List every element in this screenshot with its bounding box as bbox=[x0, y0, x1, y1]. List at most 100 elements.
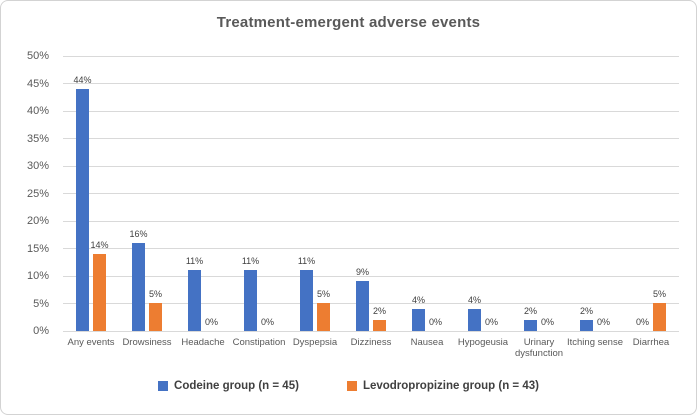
gridline bbox=[63, 330, 679, 332]
bar-value-label: 5% bbox=[316, 289, 331, 299]
legend: Codeine group (n = 45) Levodropropizine … bbox=[1, 380, 696, 392]
category-group: 11% 0% bbox=[175, 56, 231, 331]
y-tick-label: 40% bbox=[26, 105, 49, 117]
bar bbox=[93, 254, 106, 331]
gridline bbox=[63, 275, 679, 277]
x-category-label: Drowsiness bbox=[122, 337, 172, 348]
bar bbox=[300, 270, 313, 331]
bar-slot: 14% bbox=[90, 56, 109, 331]
bar-value-label: 11% bbox=[297, 256, 316, 266]
x-category-label: Urinary dysfunction bbox=[514, 337, 564, 360]
bar-slot: 0% bbox=[485, 56, 498, 331]
y-tick-label: 50% bbox=[26, 50, 49, 62]
chart-title: Treatment-emergent adverse events bbox=[216, 14, 481, 31]
x-category-label: Itching sense bbox=[567, 337, 623, 348]
bar bbox=[356, 281, 369, 331]
category-group: 2% 0% bbox=[567, 56, 623, 331]
bar-slot: 44% bbox=[73, 56, 92, 331]
bar-slot: 11% bbox=[241, 56, 260, 331]
bar bbox=[580, 320, 593, 331]
x-category-label: Constipation bbox=[232, 337, 286, 348]
x-category-label: Hypogeusia bbox=[457, 337, 509, 348]
bar-value-label: 0% bbox=[540, 317, 555, 327]
bar-slot: 5% bbox=[317, 56, 330, 331]
bar bbox=[132, 243, 145, 331]
category-group: 0% 5% bbox=[623, 56, 679, 331]
gridline bbox=[63, 303, 679, 304]
y-tick-label: 15% bbox=[26, 242, 49, 255]
x-category-label: Any events bbox=[67, 337, 115, 348]
gridline bbox=[63, 193, 679, 194]
bar-value-label: 0% bbox=[635, 317, 650, 327]
category-group: 9% 2% bbox=[343, 56, 399, 331]
legend-swatch-levodropropizine-icon bbox=[346, 381, 357, 391]
bar-slot: 11% bbox=[297, 56, 316, 331]
gridline bbox=[63, 248, 679, 249]
y-tick-label: 10% bbox=[26, 270, 49, 282]
legend-item-codeine-group: Codeine group (n = 45) bbox=[158, 380, 299, 392]
bar-value-label: 16% bbox=[129, 229, 148, 239]
bar-slot: 4% bbox=[412, 56, 425, 331]
bar-slot: 5% bbox=[653, 56, 666, 331]
bar-slot: 0% bbox=[429, 56, 442, 331]
gridline bbox=[63, 110, 679, 112]
category-group: 4% 0% bbox=[399, 56, 455, 331]
plot-area: 44% 14% 16% 5% 11% 0% 11% 0% 11% 5% 9% 2% 4% 0% 4% 0% 2%… bbox=[63, 55, 679, 332]
gridline bbox=[63, 165, 679, 167]
bar bbox=[373, 320, 386, 331]
legend-label-codeine-group: Codeine group (n = 45) bbox=[174, 380, 299, 392]
bar bbox=[149, 303, 162, 331]
legend-swatch-codeine-icon bbox=[158, 381, 169, 391]
legend-label-levodropropizine-group: Levodropropizine group (n = 43) bbox=[362, 380, 539, 392]
bar-slot: 0% bbox=[261, 56, 274, 331]
bar-value-label: 44% bbox=[73, 75, 92, 85]
x-category-label: Nausea bbox=[410, 337, 444, 348]
x-axis: Any events Drowsiness Headache Constipation… bbox=[63, 337, 679, 367]
legend-item-levodropropizine-group: Levodropropizine group (n = 43) bbox=[346, 380, 539, 392]
y-tick-label: 30% bbox=[26, 160, 49, 172]
x-category-label: Dyspepsia bbox=[292, 337, 338, 348]
bar-slot: 2% bbox=[373, 56, 386, 331]
bar-value-label: 5% bbox=[148, 289, 163, 299]
bar bbox=[653, 303, 666, 331]
y-tick-label: 25% bbox=[26, 187, 49, 200]
bar bbox=[524, 320, 537, 331]
x-category-label: Headache bbox=[181, 337, 225, 348]
bar-value-label: 2% bbox=[523, 306, 538, 316]
gridline bbox=[63, 83, 679, 84]
x-category-label: Dizziness bbox=[350, 337, 392, 348]
bar-slot: 16% bbox=[129, 56, 148, 331]
bar bbox=[76, 89, 89, 331]
y-tick-label: 45% bbox=[26, 77, 49, 90]
bar-slot: 11% bbox=[185, 56, 204, 331]
bar-value-label: 0% bbox=[484, 317, 499, 327]
bar bbox=[412, 309, 425, 331]
category-group: 2% 0% bbox=[511, 56, 567, 331]
bar-value-label: 2% bbox=[372, 306, 387, 316]
bar-value-label: 5% bbox=[652, 289, 667, 299]
bar-value-label: 0% bbox=[260, 317, 275, 327]
bar-slot: 2% bbox=[580, 56, 593, 331]
bar-value-label: 11% bbox=[185, 256, 204, 266]
category-group: 4% 0% bbox=[455, 56, 511, 331]
y-tick-label: 5% bbox=[33, 297, 49, 310]
category-group: 11% 5% bbox=[287, 56, 343, 331]
category-group: 11% 0% bbox=[231, 56, 287, 331]
bar bbox=[244, 270, 257, 331]
bar-value-label: 0% bbox=[596, 317, 611, 327]
bar-value-label: 9% bbox=[355, 267, 370, 277]
bar-slot: 4% bbox=[468, 56, 481, 331]
bar-value-label: 4% bbox=[467, 295, 482, 305]
bar-value-label: 11% bbox=[241, 256, 260, 266]
category-group: 16% 5% bbox=[119, 56, 175, 331]
bar bbox=[468, 309, 481, 331]
category-group: 44% 14% bbox=[63, 56, 119, 331]
bar-slot: 9% bbox=[356, 56, 369, 331]
y-axis: 0% 5% 10% 15% 20% 25% 30% 35% 40% 45% 50% bbox=[1, 50, 57, 337]
y-tick-label: 35% bbox=[26, 132, 49, 145]
bar-slot: 2% bbox=[524, 56, 537, 331]
bar-slot: 5% bbox=[149, 56, 162, 331]
y-tick-label: 0% bbox=[33, 325, 49, 337]
bar-value-label: 0% bbox=[204, 317, 219, 327]
